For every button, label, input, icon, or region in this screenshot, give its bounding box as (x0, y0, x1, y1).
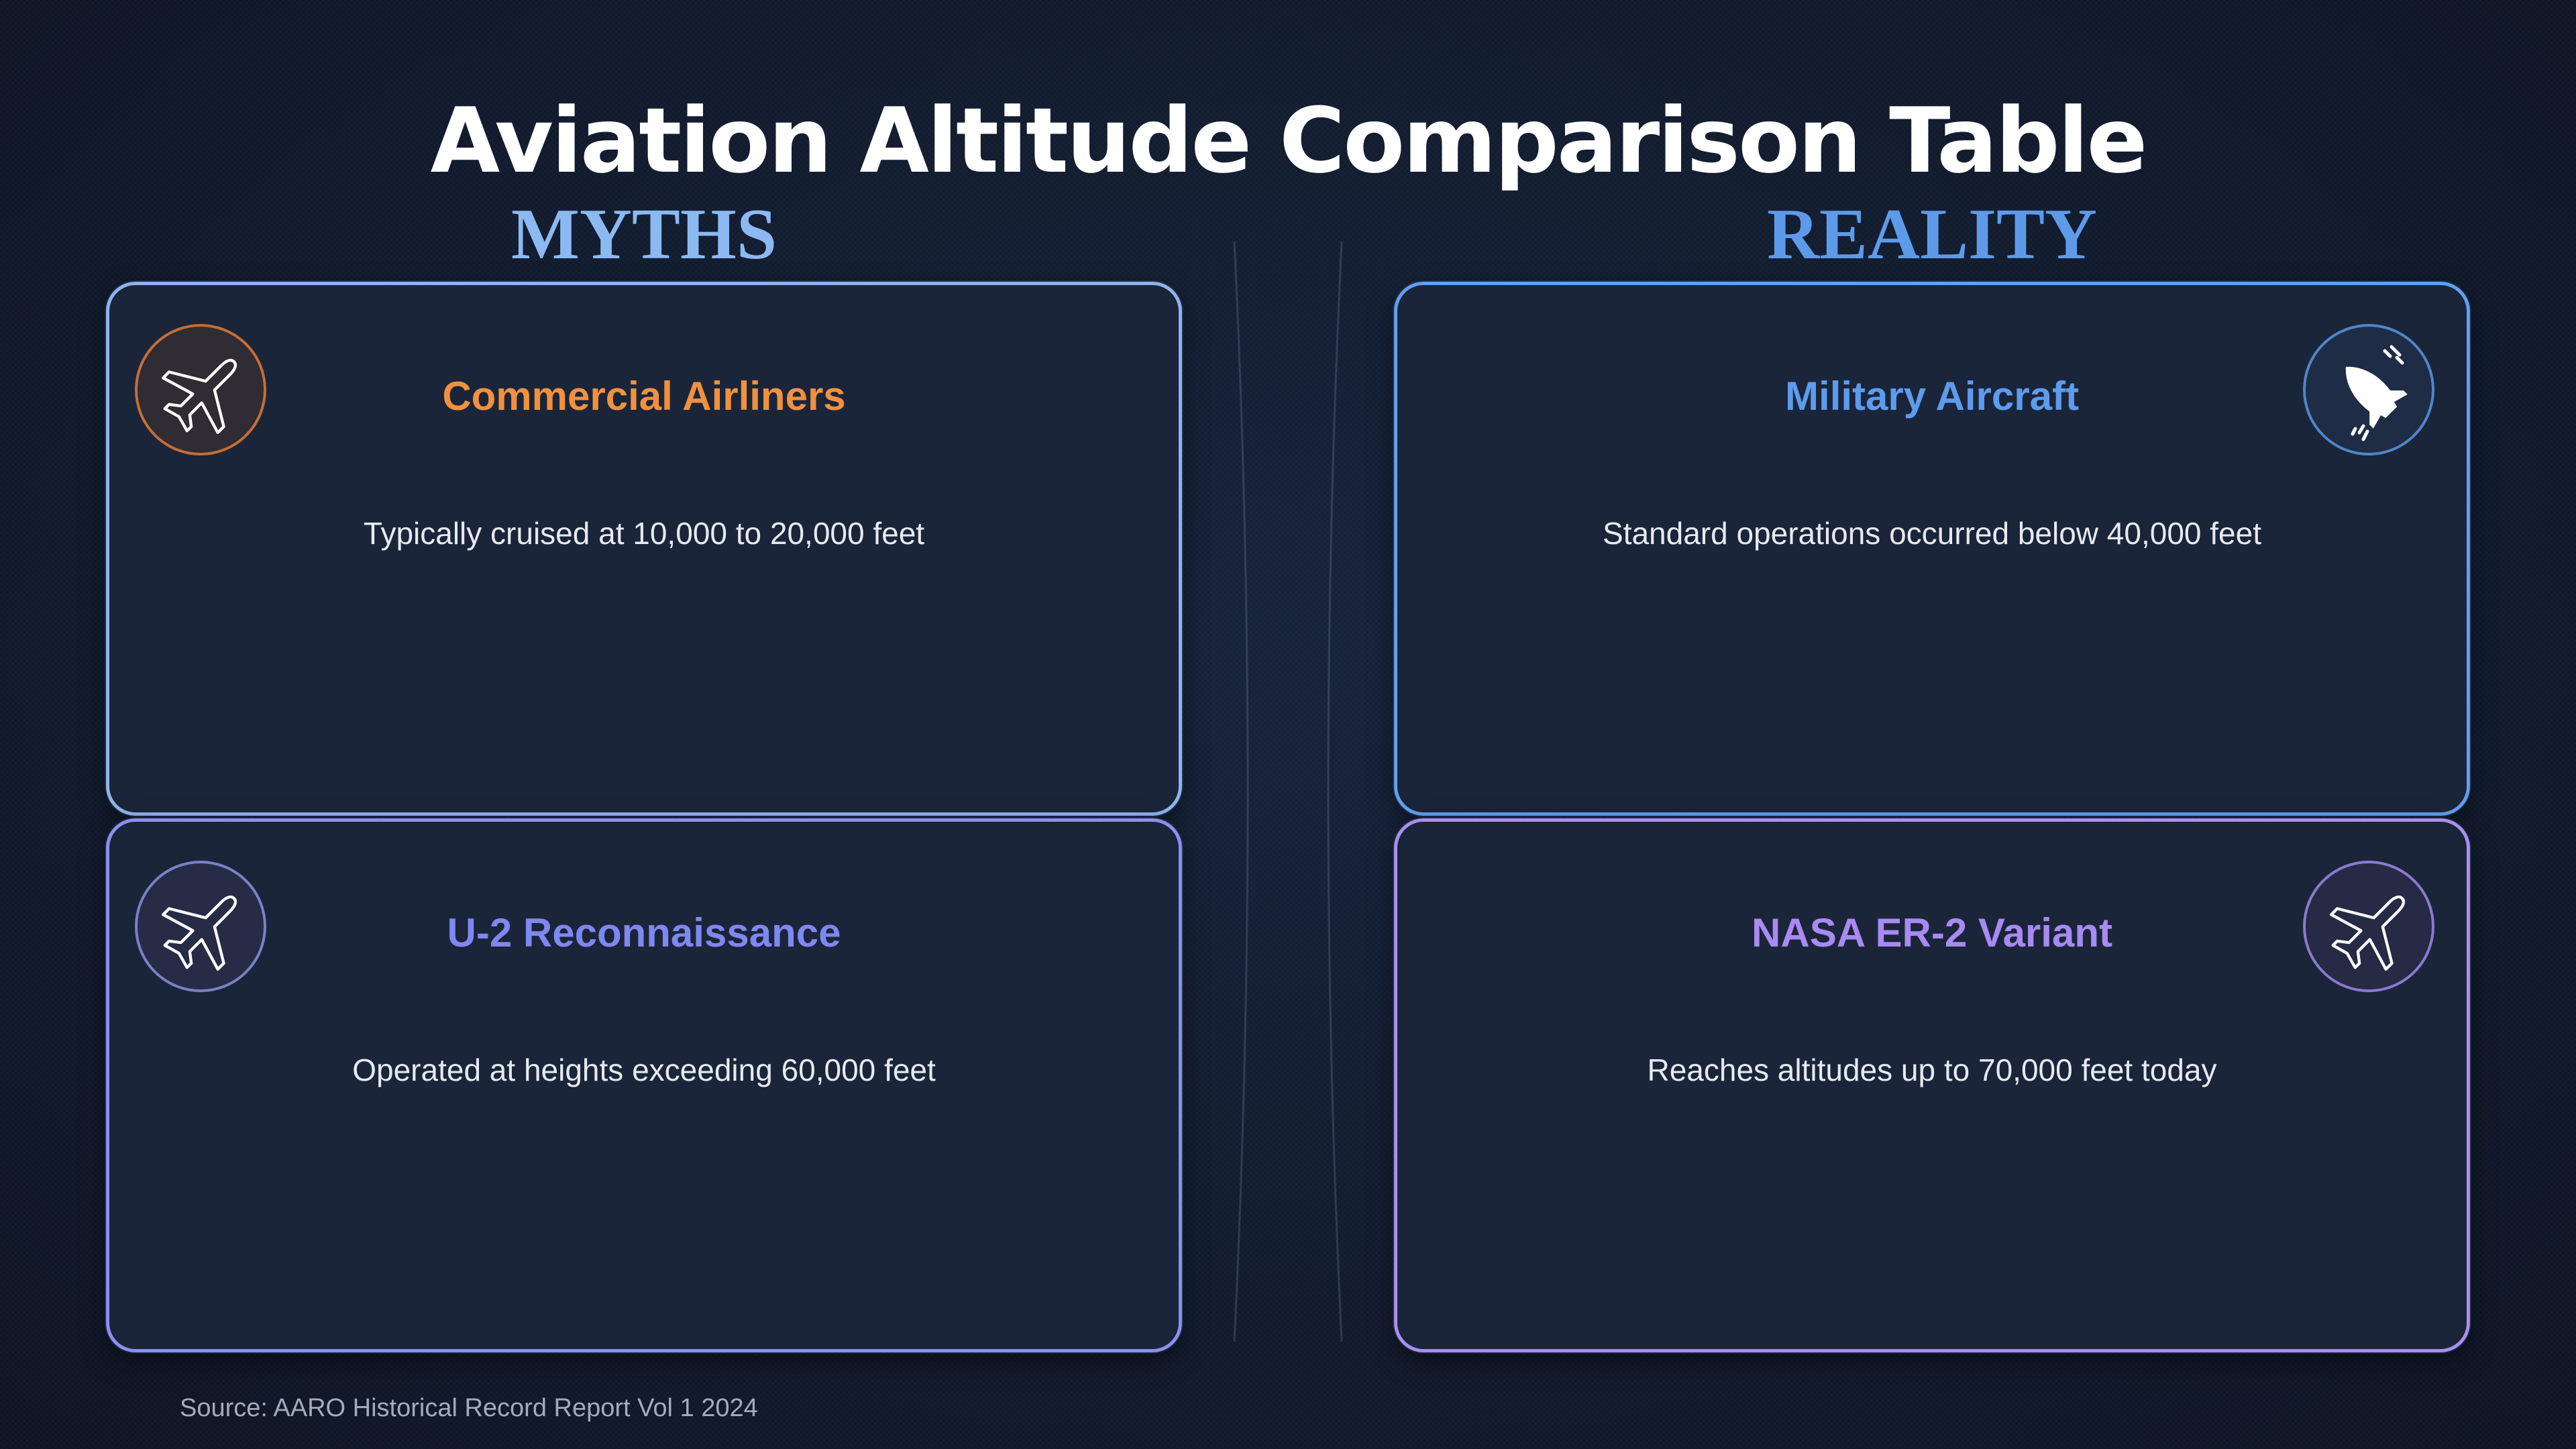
card-nasa-er2-variant: NASA ER-2 Variant Reaches altitudes up t… (1394, 818, 2470, 1352)
center-divider (1233, 241, 1343, 1342)
page-title: Aviation Altitude Comparison Table (430, 89, 2148, 193)
card-title: NASA ER-2 Variant (1752, 910, 2112, 955)
card-description: Operated at heights exceeding 60,000 fee… (352, 1053, 936, 1087)
airplane-icon (135, 324, 266, 455)
card-commercial-airliners: Commercial Airliners Typically cruised a… (106, 282, 1182, 816)
card-description: Reaches altitudes up to 70,000 feet toda… (1647, 1053, 2217, 1087)
myths-heading: MYTHS (511, 195, 777, 274)
jet-icon (2303, 324, 2434, 455)
airplane-icon (135, 861, 266, 992)
card-description: Typically cruised at 10,000 to 20,000 fe… (363, 516, 925, 551)
source-note: Source: AARO Historical Record Report Vo… (180, 1394, 758, 1422)
airplane-icon (2303, 861, 2434, 992)
reality-heading: REALITY (1766, 195, 2098, 274)
card-title: Military Aircraft (1785, 374, 2079, 419)
card-u2-reconnaissance: U-2 Reconnaissance Operated at heights e… (106, 818, 1182, 1352)
card-title: Commercial Airliners (442, 374, 846, 419)
card-military-aircraft: Military Aircraft Standard operations oc… (1394, 282, 2470, 816)
card-title: U-2 Reconnaissance (447, 910, 841, 955)
card-description: Standard operations occurred below 40,00… (1603, 516, 2261, 551)
